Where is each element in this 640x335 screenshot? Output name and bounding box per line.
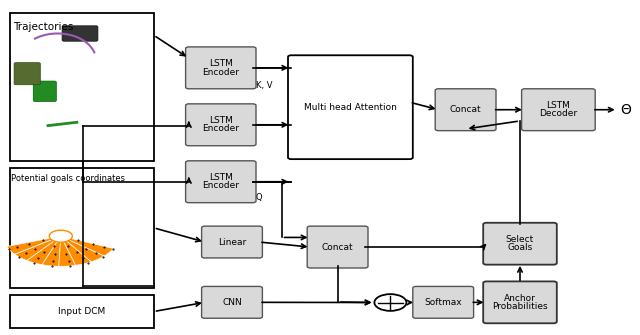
Text: Softmax: Softmax xyxy=(424,298,462,307)
Circle shape xyxy=(49,230,72,242)
Text: Potential goals coordinates: Potential goals coordinates xyxy=(11,174,125,183)
FancyBboxPatch shape xyxy=(435,89,496,131)
Text: Q: Q xyxy=(256,194,262,202)
Text: LSTM: LSTM xyxy=(209,116,233,125)
Circle shape xyxy=(374,294,406,311)
FancyBboxPatch shape xyxy=(62,26,98,41)
Polygon shape xyxy=(61,236,104,262)
Text: Trajectories: Trajectories xyxy=(13,22,73,32)
FancyBboxPatch shape xyxy=(186,104,256,146)
Text: Probabilities: Probabilities xyxy=(492,302,548,311)
Text: LSTM: LSTM xyxy=(209,59,233,68)
Text: Concat: Concat xyxy=(322,243,353,252)
Text: LSTM: LSTM xyxy=(209,173,233,182)
Text: Goals: Goals xyxy=(508,244,532,252)
Text: Select: Select xyxy=(506,235,534,244)
Bar xyxy=(10,13,154,161)
FancyBboxPatch shape xyxy=(413,286,474,318)
Polygon shape xyxy=(15,236,61,261)
FancyBboxPatch shape xyxy=(202,226,262,258)
Text: Anchor: Anchor xyxy=(504,294,536,303)
FancyBboxPatch shape xyxy=(202,286,262,318)
Bar xyxy=(10,295,154,328)
Text: Encoder: Encoder xyxy=(202,125,239,133)
FancyBboxPatch shape xyxy=(288,55,413,159)
Text: $\Theta$: $\Theta$ xyxy=(620,103,632,117)
Text: Encoder: Encoder xyxy=(202,182,239,190)
Text: Concat: Concat xyxy=(450,105,481,114)
FancyBboxPatch shape xyxy=(483,281,557,323)
FancyBboxPatch shape xyxy=(483,223,557,265)
Text: Input DCM: Input DCM xyxy=(58,307,105,316)
Polygon shape xyxy=(42,236,61,266)
Text: LSTM: LSTM xyxy=(547,101,570,110)
Text: CNN: CNN xyxy=(222,298,242,307)
FancyBboxPatch shape xyxy=(307,226,368,268)
Text: K, V: K, V xyxy=(256,81,273,90)
FancyBboxPatch shape xyxy=(186,161,256,203)
FancyBboxPatch shape xyxy=(186,47,256,89)
Bar xyxy=(10,168,154,288)
Polygon shape xyxy=(27,236,61,265)
FancyBboxPatch shape xyxy=(33,81,56,102)
FancyBboxPatch shape xyxy=(14,63,40,85)
Polygon shape xyxy=(61,236,92,265)
Text: Encoder: Encoder xyxy=(202,68,239,76)
Polygon shape xyxy=(61,236,113,256)
Polygon shape xyxy=(59,236,76,266)
Text: Linear: Linear xyxy=(218,238,246,247)
Text: Decoder: Decoder xyxy=(540,110,577,118)
Polygon shape xyxy=(6,236,61,254)
FancyBboxPatch shape xyxy=(522,89,595,131)
Text: Multi head Attention: Multi head Attention xyxy=(304,103,397,112)
